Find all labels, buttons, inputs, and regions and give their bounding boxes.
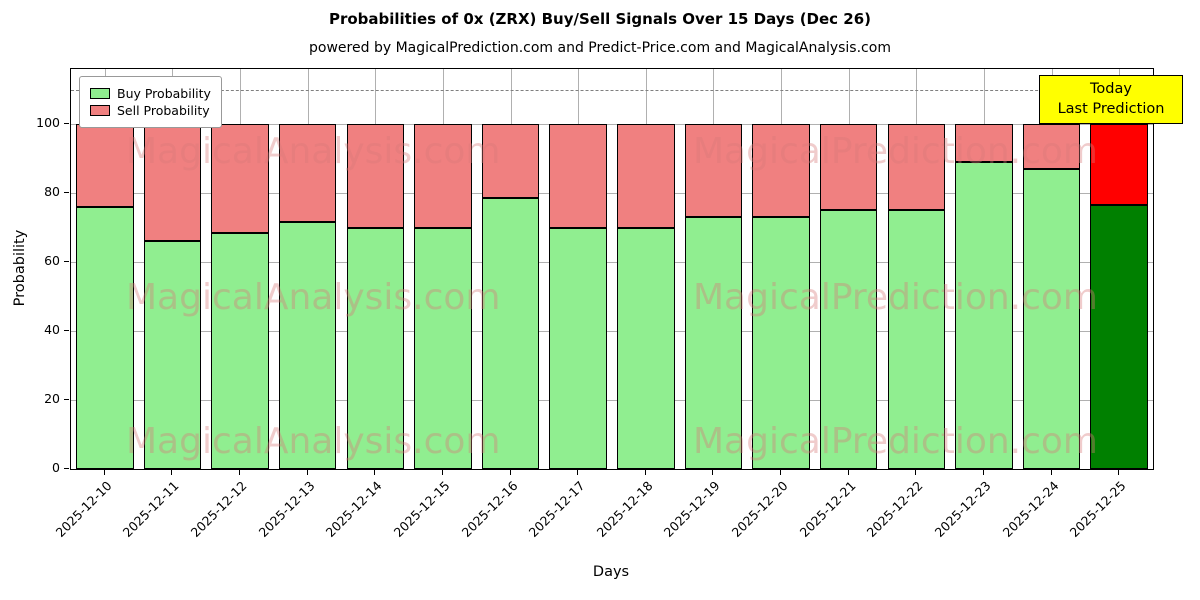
y-tick-label: 0 <box>52 460 60 475</box>
bar-2025-12-24 <box>1022 124 1081 469</box>
x-tick-mark <box>306 470 308 475</box>
h-gridline <box>71 193 1153 195</box>
x-tick-mark <box>1118 470 1120 475</box>
bar-buy-segment <box>617 227 675 469</box>
bar-sell-segment <box>211 124 269 233</box>
x-tick-mark <box>780 470 782 475</box>
bar-buy-segment <box>684 217 743 469</box>
today-annotation-line1: Today <box>1090 81 1132 97</box>
bar-buy-segment <box>887 210 946 469</box>
x-tick-mark <box>103 470 105 475</box>
y-tick-mark <box>64 123 69 125</box>
bar-buy-segment <box>549 227 607 469</box>
bar-2025-12-14 <box>346 124 405 469</box>
bar-sell-segment <box>1022 124 1081 169</box>
legend-row-buy: Buy Probability <box>90 86 211 101</box>
bar-2025-12-16 <box>481 124 540 469</box>
bar-2025-12-19 <box>684 124 743 469</box>
bar-2025-12-21 <box>819 124 878 469</box>
x-tick-mark <box>577 470 579 475</box>
y-tick-mark <box>64 399 69 401</box>
bar-buy-segment <box>1022 169 1081 469</box>
bar-buy-segment <box>819 210 878 469</box>
bar-sell-segment <box>481 124 540 199</box>
bar-sell-segment <box>617 124 675 228</box>
bar-buy-segment <box>752 217 810 469</box>
bar-sell-segment <box>76 124 134 207</box>
bar-buy-segment <box>481 198 540 469</box>
x-tick-mark <box>374 470 376 475</box>
bar-2025-12-11 <box>143 124 202 469</box>
bar-sell-segment <box>143 124 202 242</box>
legend: Buy Probability Sell Probability <box>79 76 222 128</box>
bar-2025-12-13 <box>278 124 337 469</box>
bar-buy-segment <box>955 162 1013 469</box>
today-annotation-line2: Last Prediction <box>1057 100 1165 117</box>
x-tick-mark <box>712 470 714 475</box>
x-tick-mark <box>509 470 511 475</box>
bar-2025-12-22 <box>887 124 946 469</box>
x-tick-mark <box>1050 470 1052 475</box>
h-gridline <box>71 262 1153 264</box>
x-tick-mark <box>171 470 173 475</box>
bar-buy-segment <box>346 227 405 469</box>
legend-buy-swatch <box>90 88 110 99</box>
x-tick-mark <box>847 470 849 475</box>
bar-sell-segment <box>414 124 472 228</box>
bar-buy-segment <box>414 227 472 469</box>
bar-sell-segment <box>752 124 810 218</box>
bar-sell-segment <box>1090 124 1148 206</box>
h-gridline <box>71 124 1153 126</box>
bar-sell-segment <box>887 124 946 211</box>
h-gridline <box>71 331 1153 333</box>
bar-2025-12-10 <box>76 124 134 469</box>
legend-sell-label: Sell Probability <box>117 103 210 118</box>
x-tick-mark <box>644 470 646 475</box>
bar-2025-12-23 <box>955 124 1013 469</box>
bar-sell-segment <box>346 124 405 228</box>
legend-sell-swatch <box>90 105 110 116</box>
x-tick-mark <box>239 470 241 475</box>
bar-buy-segment <box>278 222 337 469</box>
legend-buy-label: Buy Probability <box>117 86 211 101</box>
y-tick-mark <box>64 468 69 469</box>
bar-2025-12-20 <box>752 124 810 469</box>
today-annotation: Today Last Prediction <box>1039 75 1183 125</box>
bar-sell-segment <box>819 124 878 211</box>
bar-sell-segment <box>684 124 743 218</box>
plot-area: Buy Probability Sell Probability Today L… <box>70 68 1183 470</box>
chart-title: Probabilities of 0x (ZRX) Buy/Sell Signa… <box>328 10 872 28</box>
bar-sell-segment <box>549 124 607 228</box>
dashed-threshold-line <box>71 89 1153 91</box>
x-axis-label: Days <box>592 564 630 580</box>
bar-buy-segment <box>1090 205 1148 469</box>
bar-2025-12-18 <box>617 124 675 469</box>
y-tick-label: 40 <box>44 322 60 338</box>
bar-buy-segment <box>211 232 269 469</box>
y-tick-label: 80 <box>44 184 60 200</box>
x-tick-mark <box>982 470 984 475</box>
bar-2025-12-17 <box>549 124 607 469</box>
bar-2025-12-25 <box>1090 124 1148 469</box>
bar-sell-segment <box>278 124 337 223</box>
bar-sell-segment <box>955 124 1013 163</box>
bar-2025-12-12 <box>211 124 269 469</box>
y-tick-label: 20 <box>44 391 60 407</box>
y-tick-label: 100 <box>36 115 60 131</box>
bar-buy-segment <box>76 206 134 469</box>
y-tick-label: 60 <box>44 253 60 269</box>
y-tick-mark <box>64 330 69 332</box>
bar-2025-12-15 <box>414 124 472 469</box>
x-tick-mark <box>915 470 917 475</box>
chart-subtitle: powered by MagicalPrediction.com and Pre… <box>309 40 891 56</box>
legend-row-sell: Sell Probability <box>90 103 211 118</box>
y-tick-mark <box>64 192 69 194</box>
h-gridline <box>71 400 1153 402</box>
y-tick-mark <box>64 261 69 263</box>
bar-buy-segment <box>143 241 202 469</box>
x-tick-mark <box>441 470 443 475</box>
